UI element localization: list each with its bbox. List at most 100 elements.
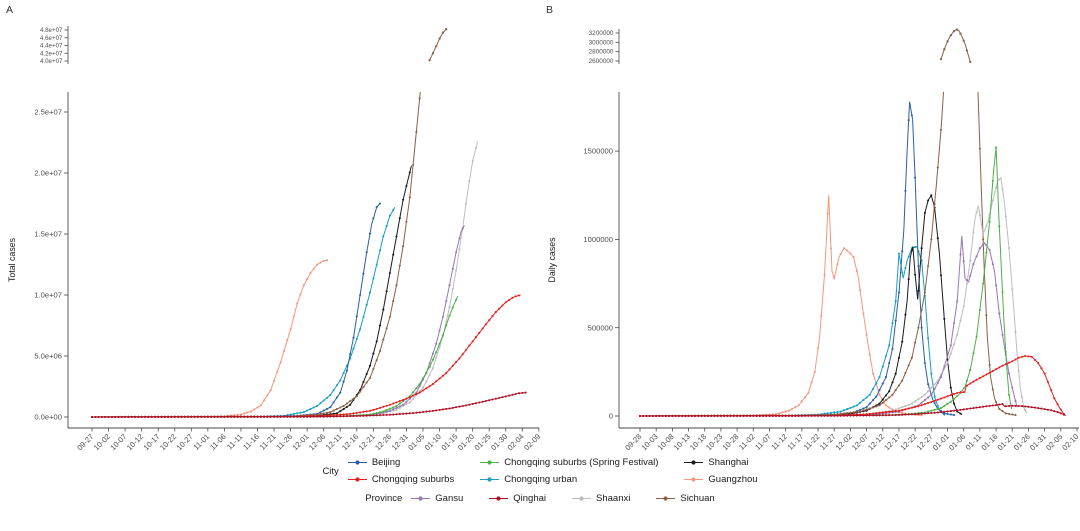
legend-item-chongqing-urban: Chongqing urban <box>480 474 658 485</box>
panel-A-chart: A 4.0e+074.2e+074.4e+074.6e+074.8e+07 0.0e… <box>6 4 540 452</box>
svg-text:02-05: 02-05 <box>1044 432 1064 452</box>
svg-text:1500000: 1500000 <box>583 147 613 156</box>
legend-item-label: Beijing <box>371 457 401 468</box>
svg-text:10-07: 10-07 <box>108 432 128 452</box>
svg-text:01-15: 01-15 <box>439 432 459 452</box>
legend-province-items: Gansu Qinghai Shaanxi Sichuan <box>411 493 715 504</box>
series-guangzhou <box>638 195 923 418</box>
legend-item-beijing: Beijing <box>347 457 454 468</box>
svg-text:5.0e+06: 5.0e+06 <box>34 352 62 361</box>
svg-text:4.6e+07: 4.6e+07 <box>40 35 63 42</box>
panel-label-A: A <box>6 4 13 16</box>
svg-text:11-12: 11-12 <box>769 432 789 452</box>
inset-series-sichuan <box>939 28 972 64</box>
svg-text:12-17: 12-17 <box>882 432 902 452</box>
svg-text:0.0e+00: 0.0e+00 <box>34 413 62 422</box>
legend-item-chongqing-suburbs: Chongqing suburbs <box>347 474 455 485</box>
legend-item-label: Gansu <box>435 493 464 504</box>
series-chongqing-suburbs <box>90 294 521 419</box>
svg-text:0: 0 <box>609 412 613 421</box>
svg-text:2.0e+07: 2.0e+07 <box>34 169 62 178</box>
legend-province-row: Province Gansu Qinghai Shaanxi Sichuan <box>365 493 714 504</box>
svg-text:2800000: 2800000 <box>589 49 614 56</box>
svg-text:1.0e+07: 1.0e+07 <box>34 291 62 300</box>
series-sichuan <box>90 92 421 419</box>
svg-text:12-06: 12-06 <box>307 432 327 452</box>
svg-text:01-31: 01-31 <box>1028 432 1048 452</box>
legend-key-icon <box>684 477 704 482</box>
svg-text:4.4e+07: 4.4e+07 <box>40 43 63 50</box>
svg-text:10-28: 10-28 <box>720 432 740 452</box>
svg-text:11-26: 11-26 <box>274 432 294 452</box>
series-shaanxi <box>90 141 479 419</box>
svg-text:12-22: 12-22 <box>898 432 918 452</box>
legend-key-icon <box>411 496 431 501</box>
svg-text:12-12: 12-12 <box>866 432 886 452</box>
svg-text:10-08: 10-08 <box>656 432 676 452</box>
svg-text:11-27: 11-27 <box>818 432 838 452</box>
legend-city-row: City Beijing Chongqing suburbs Chongqing… <box>322 454 757 488</box>
svg-text:12-21: 12-21 <box>357 432 377 452</box>
series-guangzhou <box>90 259 329 419</box>
svg-text:500000: 500000 <box>588 323 613 332</box>
y-axis-title: Total cases <box>7 237 17 282</box>
svg-text:11-01: 11-01 <box>192 432 212 452</box>
figure-legend: City Beijing Chongqing suburbs Chongqing… <box>0 454 1080 504</box>
legend-item-qinghai: Qinghai <box>489 493 546 504</box>
series-gansu <box>90 225 465 419</box>
legend-item-label: Chongqing suburbs (Spring Festival) <box>504 457 659 468</box>
legend-key-icon <box>572 496 592 501</box>
svg-text:01-21: 01-21 <box>996 432 1016 452</box>
legend-item-sichuan: Sichuan <box>656 493 715 504</box>
svg-text:10-18: 10-18 <box>688 432 708 452</box>
svg-text:01-16: 01-16 <box>979 432 999 452</box>
legend-key-icon <box>489 496 509 501</box>
svg-text:01-25: 01-25 <box>473 432 493 452</box>
svg-text:01-30: 01-30 <box>489 432 509 452</box>
svg-text:12-16: 12-16 <box>340 432 360 452</box>
legend-key-icon <box>347 477 367 482</box>
svg-text:1000000: 1000000 <box>583 235 613 244</box>
legend-key-icon <box>347 460 367 465</box>
series-qinghai <box>638 402 1066 418</box>
svg-text:10-22: 10-22 <box>158 432 178 452</box>
legend-key-icon <box>480 477 500 482</box>
svg-text:12-31: 12-31 <box>390 432 410 452</box>
legend-city-title: City <box>322 465 339 477</box>
panel-label-B: B <box>546 4 553 16</box>
svg-text:11-07: 11-07 <box>753 432 773 452</box>
legend-city-items: Beijing Chongqing suburbs Chongqing subu… <box>347 454 758 488</box>
svg-text:02-10: 02-10 <box>1060 432 1080 452</box>
svg-text:3200000: 3200000 <box>589 30 614 37</box>
svg-text:12-07: 12-07 <box>850 432 870 452</box>
legend-item-chongqing-suburbs-spring-festival-: Chongqing suburbs (Spring Festival) <box>480 457 658 468</box>
legend-item-shaanxi: Shaanxi <box>572 493 630 504</box>
svg-text:01-01: 01-01 <box>931 432 951 452</box>
series-chongqing-urban <box>638 245 946 418</box>
y-axis-title: Daily cases <box>547 237 557 283</box>
svg-text:01-06: 01-06 <box>947 432 967 452</box>
svg-text:12-01: 12-01 <box>290 432 310 452</box>
series-chongqing-suburbs-spring-festival- <box>638 146 1013 418</box>
legend-item-label: Sichuan <box>680 493 715 504</box>
svg-text:12-11: 12-11 <box>324 432 344 452</box>
svg-text:3000000: 3000000 <box>589 39 614 46</box>
svg-text:01-11: 01-11 <box>964 432 984 452</box>
svg-text:02-09: 02-09 <box>522 432 540 452</box>
svg-text:01-10: 01-10 <box>423 432 443 452</box>
svg-text:02-04: 02-04 <box>506 432 526 452</box>
svg-text:01-20: 01-20 <box>456 432 476 452</box>
legend-item-gansu: Gansu <box>411 493 463 504</box>
svg-text:01-05: 01-05 <box>406 432 426 452</box>
svg-text:11-02: 11-02 <box>737 432 757 452</box>
legend-item-label: Chongqing suburbs <box>371 474 455 485</box>
svg-text:10-27: 10-27 <box>175 432 195 452</box>
legend-item-label: Shanghai <box>708 457 749 468</box>
svg-text:12-26: 12-26 <box>373 432 393 452</box>
legend-item-label: Guangzhou <box>708 474 758 485</box>
legend-province-title: Province <box>365 493 403 504</box>
inset-series-sichuan <box>428 28 448 62</box>
svg-text:2600000: 2600000 <box>589 58 614 65</box>
legend-key-icon <box>656 496 676 501</box>
